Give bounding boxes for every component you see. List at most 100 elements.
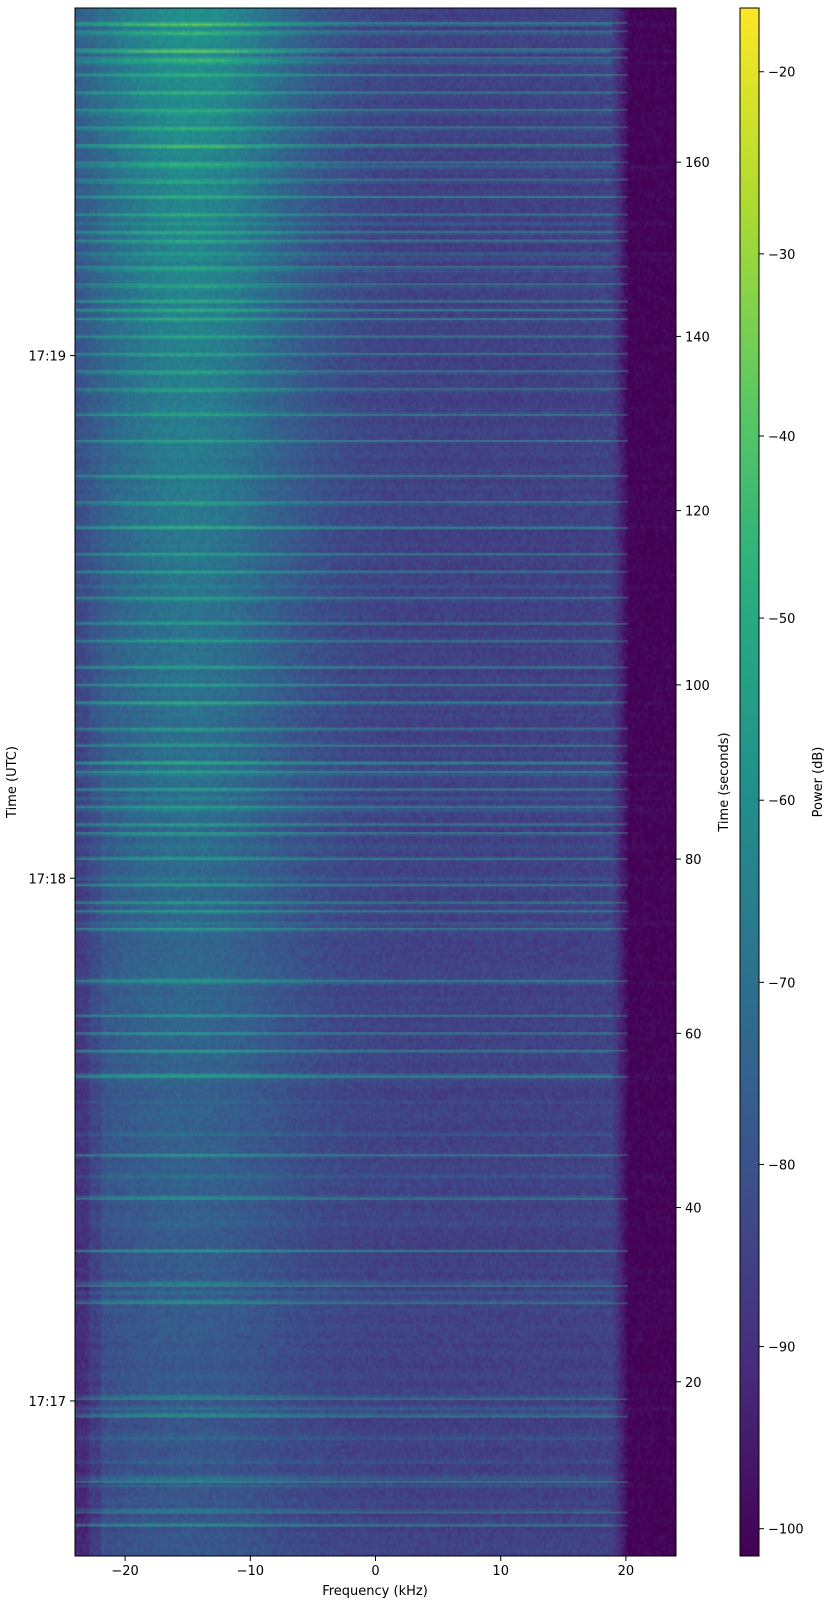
- y-axis-left: 17:17 17:18 17:19: [29, 350, 75, 1410]
- colorbar-tick-label: −80: [768, 1158, 795, 1173]
- colorbar: [739, 7, 760, 1557]
- bright-band: [75, 439, 628, 442]
- bright-band: [75, 683, 628, 686]
- x-tick-label: −10: [237, 1564, 264, 1579]
- x-axis-label: Frequency (kHz): [322, 1584, 428, 1599]
- bright-band: [75, 500, 628, 503]
- bright-band: [75, 474, 628, 477]
- y-right-tick-label: 160: [685, 156, 710, 171]
- y-right-tick-label: 140: [685, 330, 710, 345]
- bright-band: [75, 161, 628, 164]
- bright-band: [75, 805, 628, 808]
- bright-band: [75, 213, 628, 216]
- bright-band: [75, 309, 628, 312]
- bright-band: [75, 126, 628, 129]
- bright-band: [75, 527, 628, 530]
- bright-band: [75, 884, 628, 887]
- colorbar-tick-label: −50: [768, 612, 795, 627]
- bright-band: [75, 91, 628, 94]
- y-right-tick-label: 60: [685, 1027, 702, 1042]
- colorbar-tick-label: −40: [768, 430, 795, 445]
- bright-band: [75, 622, 628, 625]
- y-left-tick-label: 17:17: [29, 1395, 66, 1410]
- colorbar-tick-label: −100: [768, 1523, 804, 1538]
- y-axis-right: 20 40 60 80 100 120 140 160: [676, 156, 710, 1391]
- bright-band: [75, 1032, 628, 1035]
- bright-band: [75, 387, 628, 390]
- bright-band: [75, 823, 628, 826]
- x-tick-label: 10: [492, 1564, 509, 1579]
- bright-band: [75, 910, 628, 913]
- bright-band: [75, 317, 628, 320]
- bright-band: [75, 1398, 628, 1401]
- bright-band: [75, 1197, 628, 1200]
- colorbar-label: Power (dB): [811, 747, 826, 818]
- bright-band: [75, 666, 628, 669]
- colorbar-tick-label: −30: [768, 248, 795, 263]
- bright-band: [75, 413, 628, 416]
- bright-band: [75, 239, 628, 242]
- x-tick-label: 20: [618, 1564, 635, 1579]
- colorbar-ticks: −100 −90 −80 −70 −60 −50 −40 −30 −20: [759, 66, 804, 1538]
- bright-band: [75, 143, 628, 146]
- bright-band: [75, 74, 628, 77]
- bright-band: [75, 762, 628, 765]
- bright-band: [75, 1415, 628, 1418]
- bright-band: [75, 640, 628, 643]
- y-left-tick-label: 17:19: [29, 350, 66, 365]
- bright-band: [75, 21, 628, 24]
- colorbar-tick-label: −60: [768, 794, 795, 809]
- y-right-tick-label: 120: [685, 505, 710, 520]
- bright-band: [75, 1049, 628, 1052]
- bright-band: [75, 901, 628, 904]
- colorbar-tick-label: −70: [768, 976, 795, 991]
- x-tick-label: 0: [371, 1564, 379, 1579]
- bright-band: [75, 30, 628, 33]
- bright-band: [75, 47, 628, 50]
- bright-band: [75, 56, 628, 59]
- bright-band: [75, 980, 628, 983]
- bright-band: [75, 335, 628, 338]
- bright-band: [75, 831, 628, 834]
- bright-band: [75, 1480, 628, 1483]
- bright-band: [75, 1250, 628, 1253]
- y-right-tick-label: 80: [685, 853, 702, 868]
- bright-band: [75, 196, 628, 199]
- bright-band: [75, 1014, 628, 1017]
- bright-band: [75, 553, 628, 556]
- x-tick-label: −20: [111, 1564, 138, 1579]
- y-axis-left-label: Time (UTC): [5, 746, 20, 819]
- colorbar-gradient: [739, 7, 760, 1557]
- bright-band: [75, 570, 628, 573]
- bright-band: [75, 265, 628, 268]
- y-right-tick-label: 100: [685, 679, 710, 694]
- bright-band: [75, 230, 628, 233]
- bright-band: [75, 1302, 628, 1305]
- bright-band: [75, 701, 628, 704]
- bright-band: [75, 1524, 628, 1527]
- bright-band: [75, 727, 628, 730]
- bright-band: [75, 744, 628, 747]
- bright-band: [75, 108, 628, 111]
- x-axis: −20 −10 0 10 20: [111, 1556, 634, 1579]
- bright-band: [75, 352, 628, 355]
- bright-band: [75, 1075, 628, 1078]
- colorbar-tick-label: −90: [768, 1341, 795, 1356]
- bright-band: [75, 283, 628, 286]
- spectrogram-plot-area: [74, 7, 677, 1557]
- bright-band: [75, 858, 628, 861]
- bright-band: [75, 1154, 628, 1157]
- bright-band: [75, 788, 628, 791]
- spectrogram-heatmap: [75, 8, 676, 1556]
- bright-band: [75, 596, 628, 599]
- bright-band: [75, 178, 628, 181]
- bright-band: [75, 927, 628, 930]
- y-right-tick-label: 40: [685, 1202, 702, 1217]
- bright-band: [75, 1511, 628, 1514]
- y-left-tick-label: 17:18: [29, 872, 66, 887]
- y-right-tick-label: 20: [685, 1376, 702, 1391]
- colorbar-tick-label: −20: [768, 66, 795, 81]
- bright-band: [75, 370, 628, 373]
